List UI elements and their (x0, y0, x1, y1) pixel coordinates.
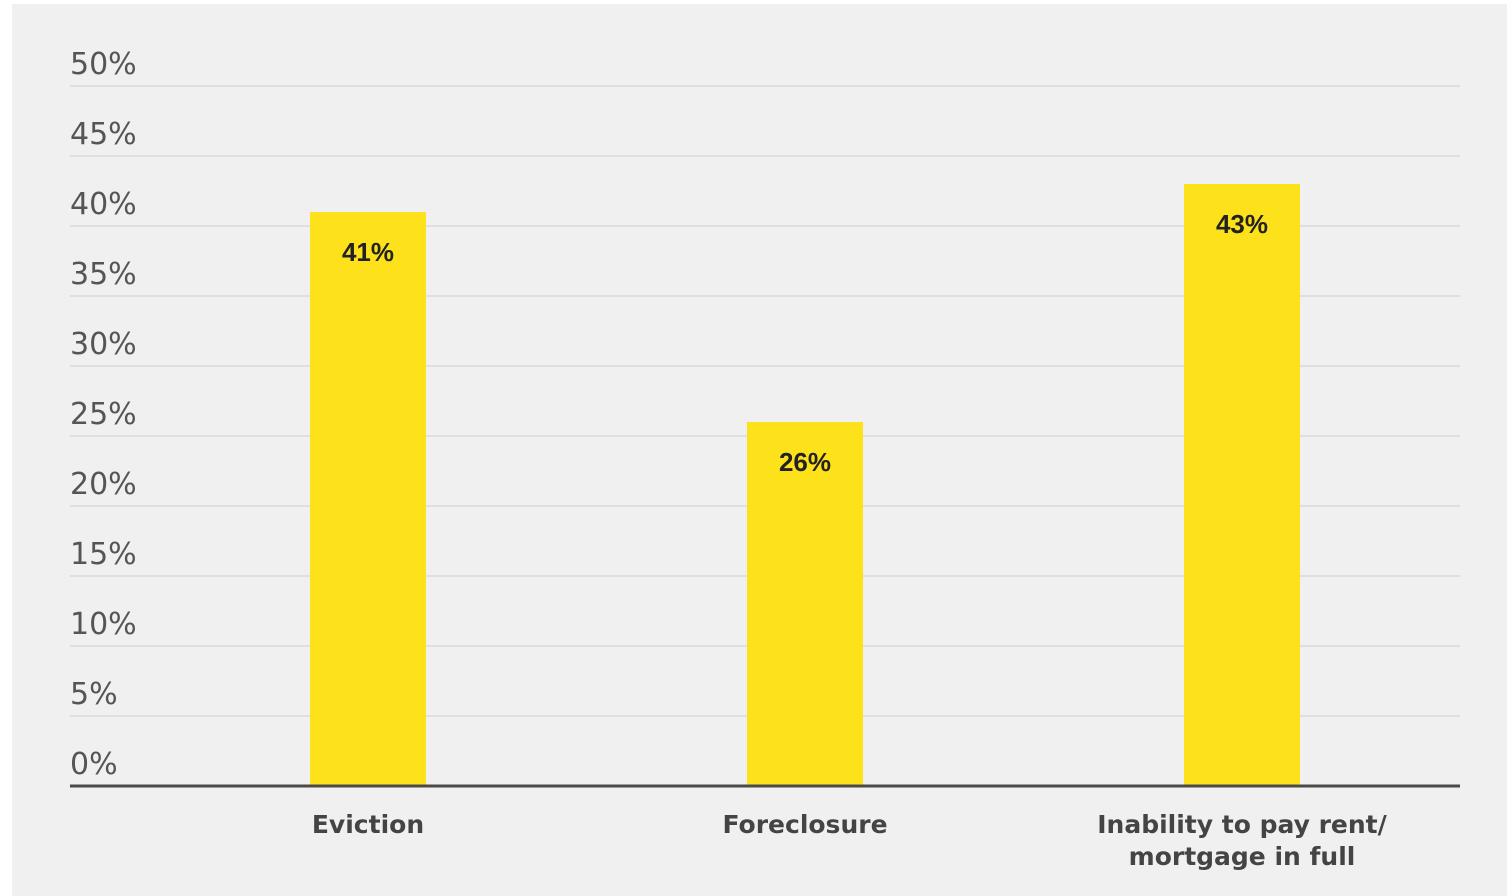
bar (1184, 184, 1300, 786)
y-tick-label: 15% (70, 537, 137, 572)
y-tick-label: 45% (70, 117, 137, 152)
y-tick-label: 20% (70, 467, 137, 502)
bar (747, 422, 863, 786)
x-category-label: Foreclosure (722, 810, 887, 839)
x-category-label: Inability to pay rent/ (1097, 810, 1387, 839)
y-tick-label: 0% (70, 747, 118, 782)
y-tick-label: 5% (70, 677, 118, 712)
bar (310, 212, 426, 786)
y-tick-label: 25% (70, 397, 137, 432)
x-category-label: mortgage in full (1129, 842, 1356, 871)
data-label: 41% (342, 237, 394, 267)
data-label: 43% (1216, 209, 1268, 239)
y-tick-label: 40% (70, 187, 137, 222)
y-tick-label: 30% (70, 327, 137, 362)
y-tick-label: 35% (70, 257, 137, 292)
y-tick-label: 50% (70, 47, 137, 82)
y-tick-label: 10% (70, 607, 137, 642)
x-category-label: Eviction (312, 810, 424, 839)
data-label: 26% (779, 447, 831, 477)
